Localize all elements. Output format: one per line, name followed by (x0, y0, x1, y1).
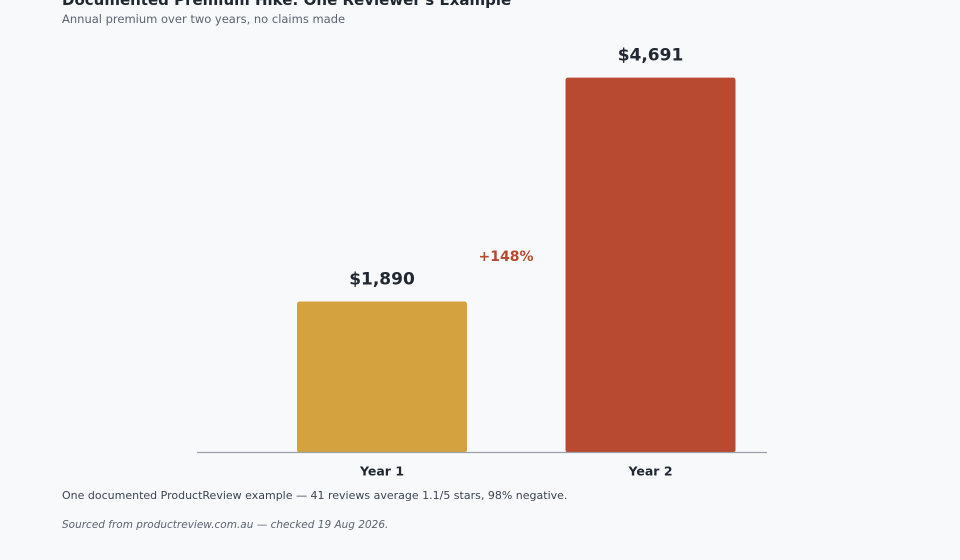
category-label: Year 1 (359, 464, 404, 479)
bars-layer (297, 77, 736, 453)
value-label: $4,691 (618, 46, 684, 66)
source-note: Sourced from productreview.com.au — chec… (62, 519, 389, 531)
chart-title: Documented Premium Hike: One Reviewer's … (62, 0, 512, 9)
footnote: One documented ProductReview example — 4… (62, 489, 568, 502)
category-label: Year 2 (627, 464, 672, 479)
percent-change-annotation: +148% (479, 249, 534, 265)
bar-year-1 (297, 301, 467, 453)
labels-layer: $1,890 Year 1 $4,691 Year 2 +148% (349, 46, 683, 479)
bar-year-2 (565, 77, 736, 453)
value-label: $1,890 (349, 269, 415, 289)
chart-subtitle: Annual premium over two years, no claims… (62, 12, 346, 26)
